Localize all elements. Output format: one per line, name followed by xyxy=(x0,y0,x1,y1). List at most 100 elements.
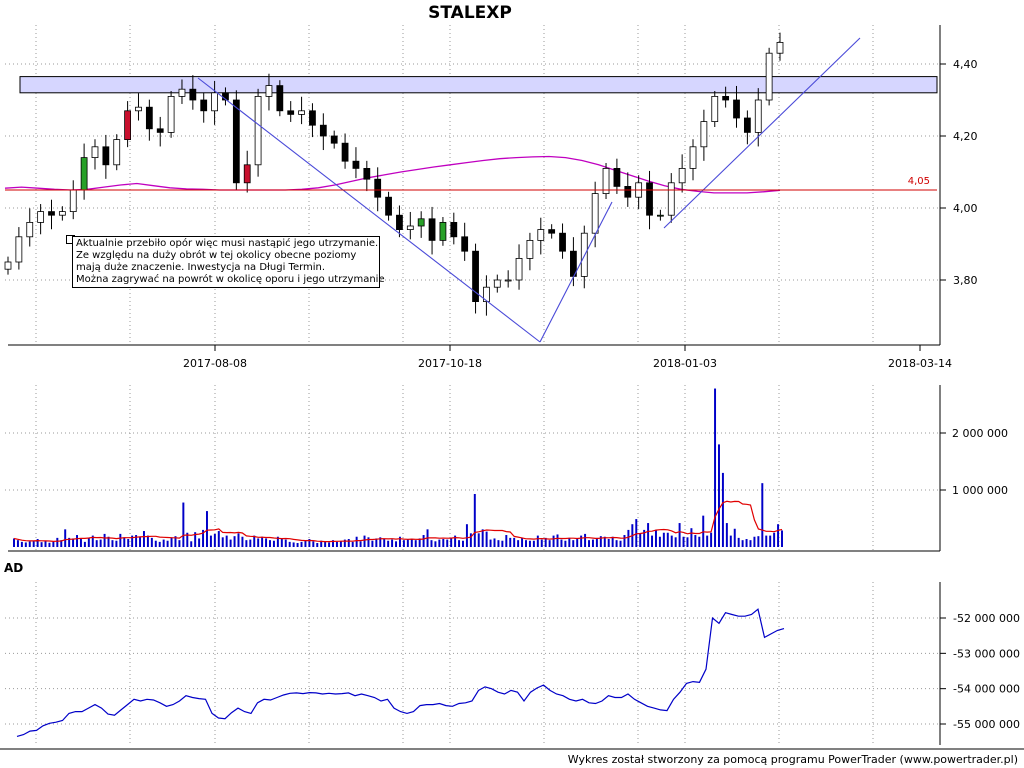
volume-bar xyxy=(383,539,386,547)
volume-bar xyxy=(91,535,94,547)
candle xyxy=(493,274,501,293)
candle xyxy=(254,88,262,177)
volume-bar xyxy=(513,537,516,547)
volume-bar xyxy=(127,539,130,547)
volume-bar xyxy=(166,540,169,547)
volume-bar xyxy=(123,537,126,547)
volume-bar xyxy=(749,540,752,547)
candle-body xyxy=(189,88,197,101)
volume-bar xyxy=(217,531,220,547)
volume-bar xyxy=(501,540,504,547)
volume-bar xyxy=(442,539,445,547)
volume-bar xyxy=(68,537,71,547)
volume-bar xyxy=(698,536,701,547)
candle xyxy=(298,96,305,125)
candle xyxy=(156,116,164,147)
volume-bar xyxy=(28,541,31,547)
volume-bar xyxy=(40,542,43,547)
volume-bar xyxy=(505,535,508,547)
candle-body xyxy=(363,167,371,180)
candle-body xyxy=(504,279,512,282)
volume-bar xyxy=(60,540,63,547)
candle-body xyxy=(15,236,23,263)
volume-bar xyxy=(398,536,401,547)
candle-body xyxy=(102,146,110,166)
price-y-tick-label: 3,80 xyxy=(953,274,978,287)
volume-bar xyxy=(154,540,157,547)
volume-bar xyxy=(607,539,610,547)
ad-y-tick-label: -55 000 000 xyxy=(953,718,1020,731)
volume-bar xyxy=(269,540,271,547)
volume-bar xyxy=(473,493,476,547)
volume-bar xyxy=(591,539,594,547)
volume-bar xyxy=(450,537,453,547)
candle-body xyxy=(537,229,545,241)
annotation-line-1: Aktualnie przebiło opór więc musi nastąp… xyxy=(76,238,379,249)
volume-bar xyxy=(359,541,362,547)
candle xyxy=(439,217,447,246)
volume-bar xyxy=(647,523,650,547)
volume-bar xyxy=(324,541,327,547)
candle xyxy=(428,206,436,255)
trendlines-layer xyxy=(197,37,861,343)
volume-bar xyxy=(560,539,563,547)
volume-bar xyxy=(517,540,520,547)
candle xyxy=(341,133,349,169)
candle xyxy=(646,170,653,230)
volume-bar xyxy=(16,540,19,547)
candle xyxy=(591,181,599,248)
volume-bar xyxy=(99,539,102,547)
volume-bar xyxy=(548,540,551,547)
volume-bar xyxy=(339,541,342,547)
candle-body xyxy=(450,221,458,238)
volume-bar xyxy=(20,541,23,547)
candle-body xyxy=(265,85,273,97)
candle-body xyxy=(667,182,675,216)
reference-line-label: 4,05 xyxy=(908,176,930,187)
annotation-line-3: mają duże znaczenie. Inwestycja na Długi… xyxy=(76,262,326,273)
volume-bar xyxy=(292,542,295,547)
candle xyxy=(689,139,697,181)
volume-bar xyxy=(540,539,543,547)
volume-bar xyxy=(674,537,677,547)
rebound-line xyxy=(539,201,613,343)
volume-bar xyxy=(556,534,559,547)
volume-bar xyxy=(418,538,421,547)
candle xyxy=(309,103,316,138)
volume-bar xyxy=(182,502,185,547)
candle-body xyxy=(26,221,34,238)
x-tick-label: 2018-01-03 xyxy=(653,357,717,370)
volume-bar xyxy=(316,543,319,547)
candle-body xyxy=(733,99,740,119)
volume-bar xyxy=(375,538,378,547)
volume-bar xyxy=(379,537,382,547)
volume-bar xyxy=(158,541,161,547)
candle xyxy=(700,109,708,161)
candle-body xyxy=(4,261,12,270)
volume-bar xyxy=(13,538,15,547)
volume-bar xyxy=(312,541,315,547)
candle-body xyxy=(374,178,382,198)
volume-bar xyxy=(757,536,760,547)
candle xyxy=(559,223,566,259)
candle xyxy=(26,208,34,247)
candle-body xyxy=(124,110,131,141)
reference-line-layer: 4,05 xyxy=(5,176,937,191)
volume-bar xyxy=(83,541,86,547)
volume-bar xyxy=(170,537,173,547)
candle-body xyxy=(700,121,708,148)
volume-bar xyxy=(233,536,236,547)
candle-body xyxy=(396,214,403,230)
x-tick-label: 2017-08-08 xyxy=(183,357,247,370)
volume-bar xyxy=(79,539,82,547)
volume-bar xyxy=(371,540,374,547)
volume-bar xyxy=(115,540,118,547)
volume-bar xyxy=(178,540,181,547)
volume-bar xyxy=(438,539,441,547)
volume-bar xyxy=(465,524,468,547)
price-y-tick-label: 4,20 xyxy=(953,130,978,143)
candle xyxy=(515,244,523,290)
volume-bar xyxy=(572,540,575,547)
candle xyxy=(754,88,762,147)
